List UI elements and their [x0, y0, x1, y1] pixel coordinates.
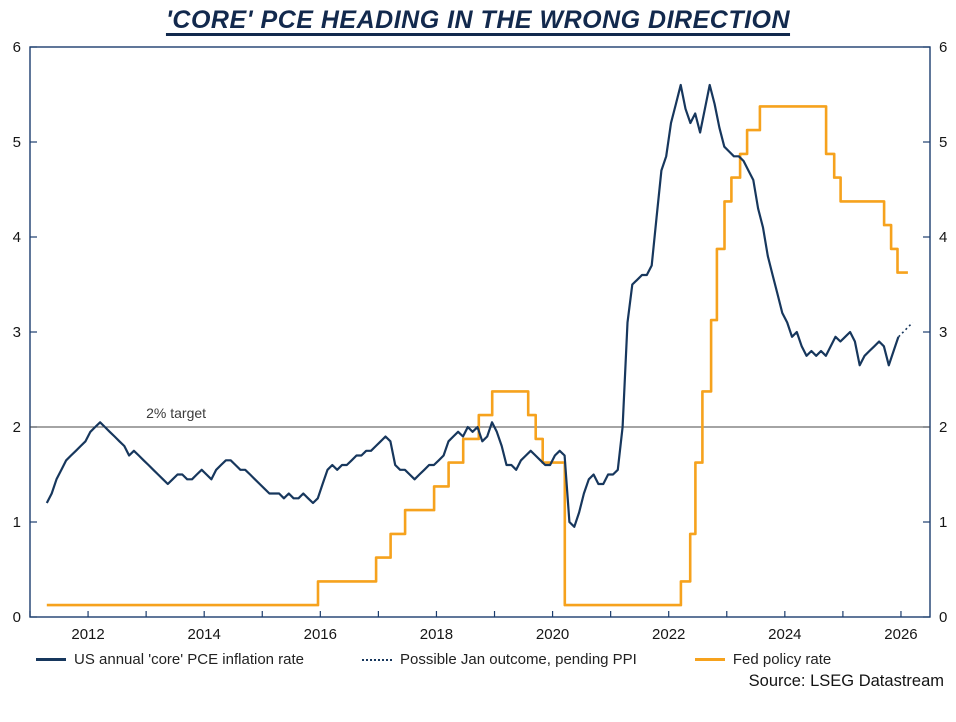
x-axis-label: 2014 [188, 626, 221, 643]
y-axis-label-left: 4 [13, 229, 21, 246]
y-axis-label-right: 4 [939, 229, 947, 246]
y-axis-label-right: 6 [939, 39, 947, 56]
legend-item-pce: US annual 'core' PCE inflation rate [36, 651, 304, 668]
y-axis-label-right: 2 [939, 419, 947, 436]
legend-item-jan-outcome: Possible Jan outcome, pending PPI [362, 651, 637, 668]
x-axis-label: 2026 [884, 626, 917, 643]
series-possible-jan-outcome-pending-ppi [898, 321, 914, 338]
legend-item-fed: Fed policy rate [694, 651, 832, 668]
y-axis-label-left: 0 [13, 609, 21, 626]
y-axis-label-right: 3 [939, 324, 947, 341]
y-axis-label-left: 6 [13, 39, 21, 56]
y-axis-label-right: 5 [939, 134, 947, 151]
legend-label-pce: US annual 'core' PCE inflation rate [74, 651, 305, 668]
y-axis-label-left: 5 [13, 134, 21, 151]
series-us-annual-core-pce-inflation-rate [45, 83, 900, 528]
y-axis-label-left: 1 [13, 514, 21, 531]
x-axis-label: 2016 [304, 626, 337, 643]
x-axis-label: 2018 [420, 626, 453, 643]
chart-page: 'CORE' PCE HEADING IN THE WRONG DIRECTIO… [0, 6, 956, 722]
x-axis-label: 2024 [768, 626, 801, 643]
x-axis-label: 2020 [536, 626, 569, 643]
y-axis-label-right: 0 [939, 609, 947, 626]
x-axis-label: 2012 [71, 626, 104, 643]
plot-border [29, 46, 931, 618]
legend-label-jan-outcome: Possible Jan outcome, pending PPI [400, 651, 637, 668]
series-fed-policy-rate [46, 105, 908, 607]
legend: US annual 'core' PCE inflation rate Possi… [36, 651, 956, 668]
source-credit: Source: LSEG Datastream [748, 672, 944, 690]
legend-swatch-jan-outcome [362, 658, 393, 661]
y-axis-label-left: 3 [13, 324, 21, 341]
chart-title: 'CORE' PCE HEADING IN THE WRONG DIRECTIO… [165, 6, 791, 34]
y-axis-label-left: 2 [13, 419, 21, 436]
y-axis-label-right: 1 [939, 514, 947, 531]
legend-label-fed: Fed policy rate [732, 651, 832, 668]
legend-swatch-pce [36, 658, 66, 661]
x-axis-label: 2022 [652, 626, 685, 643]
legend-swatch-fed [694, 658, 725, 661]
chart-plot: 0 0 1 1 2 2 3 3 4 4 5 5 6 6 2012 2014 2016 2018 2020 2022 20… [13, 39, 948, 643]
target-line-label: 2% target [146, 405, 206, 421]
